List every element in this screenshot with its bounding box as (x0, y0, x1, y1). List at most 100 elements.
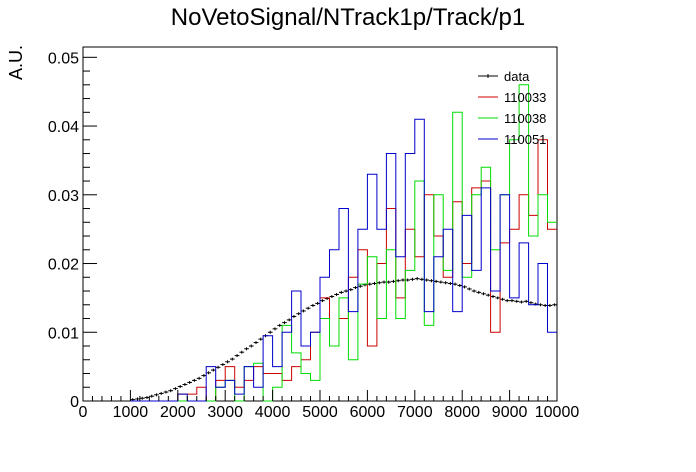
data-point (177, 385, 183, 389)
data-point (225, 360, 230, 364)
x-tick-label: 5000 (302, 404, 338, 421)
legend-label-110033: 110033 (504, 90, 546, 105)
data-point (552, 303, 557, 307)
data-point (320, 299, 325, 303)
data-point (495, 296, 501, 300)
data-point (192, 378, 197, 382)
x-tick-label: 4000 (255, 404, 291, 421)
data-point (163, 390, 169, 394)
data-point (291, 314, 297, 318)
data-point (158, 391, 164, 395)
data-point (173, 387, 178, 391)
axis-layer: 0 1000 2000 3000 4000 5000 6000 7000 8000 9000 100… (48, 50, 579, 421)
data-point (419, 277, 425, 281)
data-point (353, 286, 358, 290)
data-point (400, 278, 406, 282)
x-tick-label: 0 (79, 404, 88, 421)
data-point (234, 354, 240, 358)
data-point (315, 301, 320, 305)
data-point (338, 290, 344, 294)
data-point (277, 323, 283, 327)
data-point (334, 292, 339, 296)
x-tick-label: 8000 (444, 404, 480, 421)
data-point (519, 300, 524, 304)
data-point (547, 303, 553, 307)
data-point (443, 281, 448, 285)
data-point (215, 365, 221, 369)
x-tick-label: 6000 (350, 404, 386, 421)
data-point (395, 279, 401, 283)
data-point (139, 396, 145, 400)
data-point (206, 371, 211, 375)
data-point (457, 284, 463, 288)
data-point (348, 288, 354, 292)
data-point (182, 383, 188, 387)
data-point (296, 312, 302, 316)
series-layer (130, 84, 557, 402)
data-point (485, 293, 491, 297)
data-point (196, 376, 202, 380)
x-tick-label: 1000 (113, 404, 149, 421)
series-110038-line (130, 84, 557, 402)
data-point (386, 280, 392, 284)
data-point (329, 295, 335, 299)
data-point (410, 277, 415, 281)
y-tick-label: 0.05 (48, 50, 79, 67)
data-point (504, 299, 510, 303)
data-point (462, 285, 467, 289)
data-point (244, 347, 249, 351)
y-tick-label: 0.01 (48, 325, 79, 342)
data-point (414, 277, 420, 281)
legend: data 110033 110038 110051 (478, 69, 546, 147)
data-point (424, 278, 430, 282)
data-point (433, 279, 439, 283)
data-point (286, 318, 292, 322)
data-point (391, 279, 396, 283)
data-point (376, 281, 382, 285)
data-point (429, 279, 434, 283)
x-tick-label: 10000 (535, 404, 580, 421)
data-point (343, 289, 349, 293)
data-point (253, 341, 259, 345)
data-point (135, 397, 140, 401)
data-point (500, 297, 505, 301)
legend-label-110038: 110038 (504, 111, 546, 126)
data-point (452, 282, 458, 286)
data-point (248, 344, 254, 348)
data-point (372, 281, 377, 285)
data-point (301, 309, 306, 313)
data-point (471, 289, 477, 293)
data-point (220, 363, 226, 367)
data-point (267, 330, 273, 334)
data-point (210, 368, 216, 372)
data-point (438, 280, 444, 284)
data-point (282, 321, 287, 325)
data-point (154, 393, 159, 397)
x-tick-label: 2000 (160, 404, 196, 421)
data-point (239, 350, 245, 354)
data-point (476, 290, 482, 294)
data-point (258, 337, 264, 341)
series-110051-line (130, 118, 557, 402)
data-point (367, 282, 373, 286)
data-point (144, 396, 150, 400)
data-point (490, 295, 496, 299)
y-tick-label: 0.04 (48, 119, 79, 136)
data-point (272, 327, 278, 331)
data-point (514, 299, 520, 303)
data-point (528, 301, 534, 305)
data-point (466, 287, 472, 291)
data-point (201, 374, 207, 378)
data-point (405, 278, 411, 282)
series-110033-line (130, 139, 557, 402)
data-point (149, 394, 155, 398)
x-tick-label: 9000 (492, 404, 528, 421)
data-point (305, 306, 311, 310)
y-tick-label: 0.03 (48, 188, 79, 205)
data-point (187, 380, 193, 384)
data-point (542, 303, 548, 307)
data-point (509, 299, 515, 303)
x-tick-label: 7000 (397, 404, 433, 421)
data-point (481, 292, 486, 296)
